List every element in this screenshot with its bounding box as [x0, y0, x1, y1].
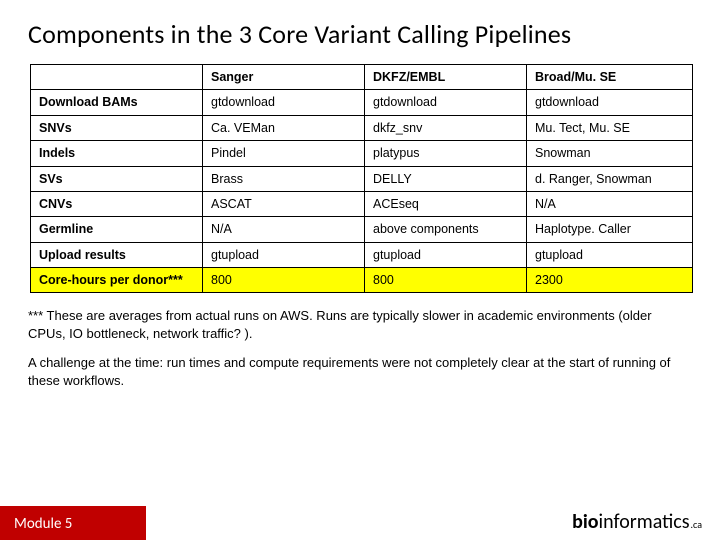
table-cell: d. Ranger, Snowman: [527, 166, 693, 191]
row-label: SVs: [31, 166, 203, 191]
page-title: Components in the 3 Core Variant Calling…: [28, 18, 692, 50]
table-row: GermlineN/Aabove componentsHaplotype. Ca…: [31, 217, 693, 242]
table-cell: gtupload: [527, 242, 693, 267]
table-cell: Brass: [203, 166, 365, 191]
table-cell: gtupload: [203, 242, 365, 267]
row-label: Core-hours per donor***: [31, 268, 203, 293]
col-dkfz: DKFZ/EMBL: [365, 65, 527, 90]
row-label: SNVs: [31, 115, 203, 140]
table-row: Core-hours per donor***8008002300: [31, 268, 693, 293]
brand-light: informatics: [599, 510, 690, 534]
footnotes: *** These are averages from actual runs …: [28, 307, 692, 389]
brand-bold: bio: [572, 510, 598, 534]
brand-tld: .ca: [691, 518, 702, 531]
table-cell: gtdownload: [365, 90, 527, 115]
table-cell: gtdownload: [203, 90, 365, 115]
footnote-1: *** These are averages from actual runs …: [28, 307, 692, 342]
table-row: SVsBrassDELLYd. Ranger, Snowman: [31, 166, 693, 191]
table-cell: N/A: [203, 217, 365, 242]
table-cell: ASCAT: [203, 191, 365, 216]
table-row: Upload resultsgtuploadgtuploadgtupload: [31, 242, 693, 267]
footnote-2: A challenge at the time: run times and c…: [28, 354, 692, 389]
table-cell: N/A: [527, 191, 693, 216]
col-blank: [31, 65, 203, 90]
footer: Module 5 bioinformatics.ca: [0, 506, 720, 540]
row-label: Indels: [31, 141, 203, 166]
col-broad: Broad/Mu. SE: [527, 65, 693, 90]
table-cell: 800: [203, 268, 365, 293]
row-label: Germline: [31, 217, 203, 242]
table-row: SNVsCa. VEMandkfz_snvMu. Tect, Mu. SE: [31, 115, 693, 140]
row-label: Download BAMs: [31, 90, 203, 115]
table-cell: dkfz_snv: [365, 115, 527, 140]
table-cell: 800: [365, 268, 527, 293]
col-sanger: Sanger: [203, 65, 365, 90]
table-cell: Pindel: [203, 141, 365, 166]
table-cell: Mu. Tect, Mu. SE: [527, 115, 693, 140]
brand-logo: bioinformatics.ca: [572, 510, 702, 534]
table-header-row: Sanger DKFZ/EMBL Broad/Mu. SE: [31, 65, 693, 90]
pipelines-table: Sanger DKFZ/EMBL Broad/Mu. SE Download B…: [30, 64, 693, 293]
table-cell: ACEseq: [365, 191, 527, 216]
table-cell: DELLY: [365, 166, 527, 191]
table-cell: Ca. VEMan: [203, 115, 365, 140]
table-cell: gtupload: [365, 242, 527, 267]
slide-container: Components in the 3 Core Variant Calling…: [0, 0, 720, 540]
table-cell: Snowman: [527, 141, 693, 166]
table-cell: gtdownload: [527, 90, 693, 115]
table-row: IndelsPindelplatypusSnowman: [31, 141, 693, 166]
row-label: Upload results: [31, 242, 203, 267]
table-cell: above components: [365, 217, 527, 242]
table-row: Download BAMsgtdownloadgtdownloadgtdownl…: [31, 90, 693, 115]
table-cell: 2300: [527, 268, 693, 293]
table-row: CNVsASCATACEseqN/A: [31, 191, 693, 216]
table-cell: Haplotype. Caller: [527, 217, 693, 242]
table-body: Download BAMsgtdownloadgtdownloadgtdownl…: [31, 90, 693, 293]
table-cell: platypus: [365, 141, 527, 166]
row-label: CNVs: [31, 191, 203, 216]
module-label: Module 5: [14, 515, 72, 533]
